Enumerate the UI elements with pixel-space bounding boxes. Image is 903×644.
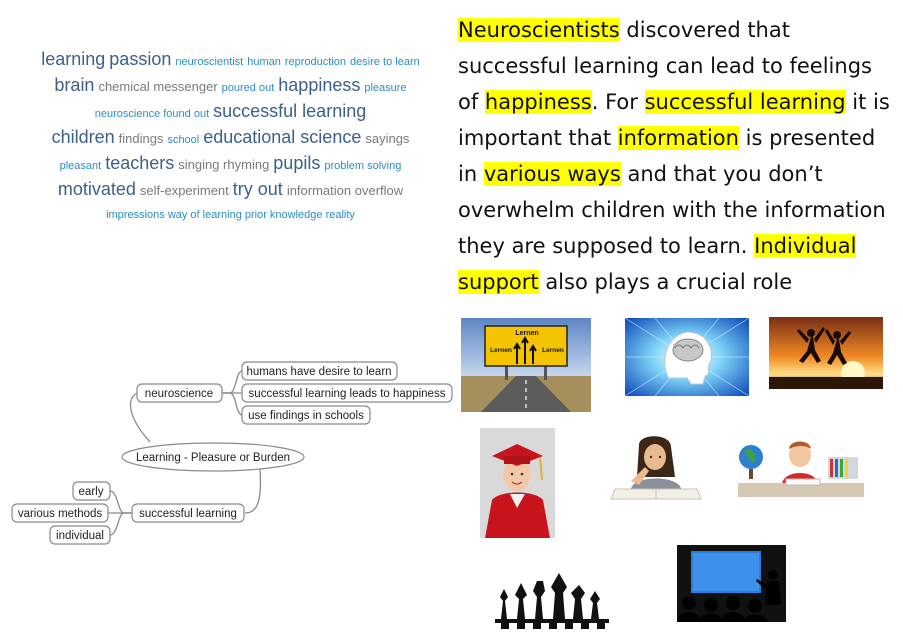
s2-label: various methods <box>18 508 103 520</box>
word-cloud-word: teachers <box>105 153 175 173</box>
word-cloud-line: learning passion neuroscientist human reprod… <box>18 50 443 76</box>
word-cloud-word: poured out <box>221 82 275 94</box>
highlighted-term: successful learning <box>644 90 846 114</box>
node-humans-desire <box>241 361 398 381</box>
word-cloud-word: neuroscientist <box>175 56 244 68</box>
word-cloud-word: children <box>51 127 115 147</box>
word-cloud-word: reproduction <box>284 56 347 68</box>
center-node <box>121 442 305 472</box>
node-learning-happiness <box>241 383 453 403</box>
word-cloud-word: self-experiment <box>139 183 229 198</box>
word-cloud-word: pupils <box>273 153 321 173</box>
paragraph-text: also plays a crucial role <box>538 270 793 294</box>
s3-label: individual <box>56 530 104 542</box>
center-label: Learning - Pleasure or Burden <box>136 452 290 464</box>
highlighted-term: various ways <box>483 162 621 186</box>
boy-desk-picture <box>738 417 864 497</box>
paragraph-text: . For <box>591 90 645 114</box>
sign-right-text: Lernen <box>542 347 564 354</box>
tired-student-picture <box>609 431 704 503</box>
word-cloud-word: problem solving <box>324 160 402 172</box>
word-cloud-line: brain chemical messenger poured out happine… <box>18 76 443 102</box>
graduate-picture <box>480 428 555 538</box>
n3-label: use findings in schools <box>248 410 364 422</box>
sign-left-text: Lernen <box>490 347 512 354</box>
highlighted-term: Neuroscientists <box>458 18 620 42</box>
word-cloud-word: motivated <box>57 179 136 199</box>
mind-map: Learning - Pleasure or Burden neuroscien… <box>11 361 453 545</box>
word-cloud-line: pleasant teachers singing rhyming pupils pro… <box>18 154 443 180</box>
paragraph-text: is presented in <box>458 126 876 186</box>
node-use-findings <box>241 405 371 425</box>
word-cloud-word: pleasure <box>364 82 407 94</box>
word-cloud-word: successful learning <box>213 101 367 121</box>
word-cloud: learning passion neuroscientist human reprod… <box>18 50 443 226</box>
n1-label: humans have desire to learn <box>246 366 391 378</box>
n2-label: successful learning leads to happiness <box>249 388 446 400</box>
successful-label: successful learning <box>139 508 237 520</box>
word-cloud-word: findings <box>118 131 164 146</box>
presentation-picture <box>677 545 786 622</box>
word-cloud-word: passion <box>109 49 172 69</box>
word-cloud-line: motivated self-experiment try out informati… <box>18 180 443 206</box>
word-cloud-word: neuroscience found out <box>94 108 210 120</box>
word-cloud-word: brain <box>54 75 95 95</box>
node-early <box>72 481 111 501</box>
word-cloud-line: neuroscience found out successful learnin… <box>18 102 443 128</box>
node-successful-learning <box>131 503 245 523</box>
word-cloud-line: children findings school educational scienc… <box>18 128 443 154</box>
word-cloud-word: happiness <box>278 75 361 95</box>
paragraph-text: discovered that successful learning can … <box>458 18 872 114</box>
word-cloud-word: human <box>247 56 281 68</box>
chess-picture <box>495 571 609 629</box>
brain-picture <box>625 318 749 396</box>
s1-label: early <box>79 486 104 498</box>
sunset-jump-picture <box>769 317 883 389</box>
sign-top-text: Lernen <box>515 330 538 337</box>
word-cloud-line: impressions way of learning prior knowle… <box>18 206 443 226</box>
word-cloud-word: pleasant <box>59 160 102 172</box>
node-individual <box>49 525 111 545</box>
word-cloud-word: singing rhyming <box>178 157 270 172</box>
node-neuroscience <box>136 383 223 403</box>
paragraph-text: it is important that <box>458 90 890 150</box>
node-various-methods <box>11 503 109 523</box>
word-cloud-word: desire to learn <box>350 56 420 68</box>
summary-paragraph: Neuroscientists discovered that successf… <box>458 12 898 300</box>
road-sign-picture: Lernen Lernen Lernen <box>461 318 591 412</box>
word-cloud-word: educational science <box>203 127 362 147</box>
paragraph-text: and that you don’t overwhelm children wi… <box>458 162 886 258</box>
word-cloud-word: school <box>167 134 200 146</box>
word-cloud-word: information overflow <box>286 183 404 198</box>
word-cloud-word: chemical messenger <box>98 79 218 94</box>
word-cloud-word: try out <box>232 179 283 199</box>
neuroscience-label: neuroscience <box>145 388 213 400</box>
word-cloud-word: impressions way of learning prior knowle… <box>106 209 355 221</box>
word-cloud-word: learning <box>41 49 106 69</box>
highlighted-term: information <box>617 126 739 150</box>
word-cloud-word: sayings <box>365 131 410 146</box>
highlighted-term: happiness <box>484 90 592 114</box>
